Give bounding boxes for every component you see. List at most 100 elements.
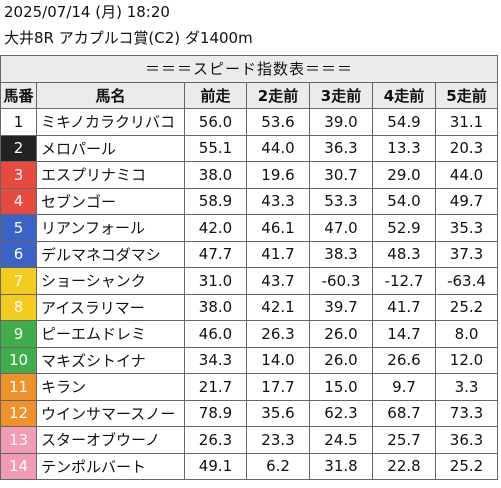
table-row: 4 セブンゴー 58.9 43.3 53.3 54.0 49.7 bbox=[0, 187, 498, 215]
horse-name: テンポルバート bbox=[36, 452, 185, 480]
speed-value: -12.7 bbox=[372, 267, 436, 295]
speed-value: 36.3 bbox=[435, 426, 498, 454]
speed-value: 46.0 bbox=[184, 320, 247, 348]
horse-name: マキズシトイナ bbox=[36, 346, 185, 374]
horse-number: 1 bbox=[0, 108, 37, 136]
speed-value: 12.0 bbox=[435, 346, 498, 374]
speed-value: 15.0 bbox=[309, 373, 373, 401]
speed-value: 43.7 bbox=[246, 267, 310, 295]
speed-value: 35.3 bbox=[435, 214, 498, 242]
horse-name: ミキノカラクリバコ bbox=[36, 108, 185, 136]
horse-number: 10 bbox=[0, 346, 37, 374]
horse-number: 3 bbox=[0, 161, 37, 189]
speed-value: 19.6 bbox=[246, 161, 310, 189]
table-row: 7 ショーシャンク 31.0 43.7 -60.3 -12.7 -63.4 bbox=[0, 267, 498, 295]
table-row: 8 アイスラリマー 38.0 42.1 39.7 41.7 25.2 bbox=[0, 293, 498, 321]
horse-name: メロパール bbox=[36, 134, 185, 162]
speed-value: 78.9 bbox=[184, 399, 247, 427]
horse-name: アイスラリマー bbox=[36, 293, 185, 321]
speed-value: 6.2 bbox=[246, 452, 310, 480]
speed-value: 41.7 bbox=[246, 240, 310, 268]
speed-value: -60.3 bbox=[309, 267, 373, 295]
speed-value: 26.3 bbox=[246, 320, 310, 348]
col-header-5th: 5走前 bbox=[435, 81, 498, 109]
speed-value: 42.1 bbox=[246, 293, 310, 321]
speed-value: 53.3 bbox=[309, 187, 373, 215]
speed-value: 56.0 bbox=[184, 108, 247, 136]
table-banner: ＝＝＝スピード指数表＝＝＝ bbox=[0, 55, 498, 83]
speed-value: 20.3 bbox=[435, 134, 498, 162]
horse-name: デルマネコダマシ bbox=[36, 240, 185, 268]
speed-value: 48.3 bbox=[372, 240, 436, 268]
col-header-3rd: 3走前 bbox=[309, 81, 373, 109]
speed-value: 54.0 bbox=[372, 187, 436, 215]
horse-name: セブンゴー bbox=[36, 187, 185, 215]
horse-name: ショーシャンク bbox=[36, 267, 185, 295]
speed-value: 22.8 bbox=[372, 452, 436, 480]
table-row: 11 キラン 21.7 17.7 15.0 9.7 3.3 bbox=[0, 373, 498, 401]
horse-number: 12 bbox=[0, 399, 37, 427]
speed-value: 55.1 bbox=[184, 134, 247, 162]
speed-value: 26.6 bbox=[372, 346, 436, 374]
speed-value: 3.3 bbox=[435, 373, 498, 401]
speed-value: 13.3 bbox=[372, 134, 436, 162]
table-row: 5 リアンフォール 42.0 46.1 47.0 52.9 35.3 bbox=[0, 214, 498, 242]
speed-value: 26.0 bbox=[309, 346, 373, 374]
speed-value: 68.7 bbox=[372, 399, 436, 427]
speed-value: 38.0 bbox=[184, 161, 247, 189]
horse-name: ウインサマースノー bbox=[36, 399, 185, 427]
speed-value: 49.7 bbox=[435, 187, 498, 215]
speed-value: 42.0 bbox=[184, 214, 247, 242]
col-header-2nd: 2走前 bbox=[246, 81, 310, 109]
speed-value: 36.3 bbox=[309, 134, 373, 162]
horse-name: キラン bbox=[36, 373, 185, 401]
speed-value: 58.9 bbox=[184, 187, 247, 215]
horse-name: リアンフォール bbox=[36, 214, 185, 242]
race-title: 大井8R アカプルコ賞(C2) ダ1400m bbox=[4, 29, 253, 47]
table-row: 1 ミキノカラクリバコ 56.0 53.6 39.0 54.9 31.1 bbox=[0, 108, 498, 136]
speed-value: 37.3 bbox=[435, 240, 498, 268]
speed-value: 31.0 bbox=[184, 267, 247, 295]
horse-number: 14 bbox=[0, 452, 37, 480]
speed-value: 26.3 bbox=[184, 426, 247, 454]
horse-number: 5 bbox=[0, 214, 37, 242]
speed-value: 8.0 bbox=[435, 320, 498, 348]
speed-value: 17.7 bbox=[246, 373, 310, 401]
speed-value: 46.1 bbox=[246, 214, 310, 242]
speed-value: 41.7 bbox=[372, 293, 436, 321]
speed-value: 23.3 bbox=[246, 426, 310, 454]
banner-row: ＝＝＝スピード指数表＝＝＝ bbox=[0, 55, 498, 83]
speed-value: 38.3 bbox=[309, 240, 373, 268]
horse-number: 13 bbox=[0, 426, 37, 454]
speed-value: 14.7 bbox=[372, 320, 436, 348]
speed-value: 43.3 bbox=[246, 187, 310, 215]
speed-value: 73.3 bbox=[435, 399, 498, 427]
speed-value: 24.5 bbox=[309, 426, 373, 454]
speed-value: 25.2 bbox=[435, 452, 498, 480]
horse-number: 6 bbox=[0, 240, 37, 268]
race-datetime: 2025/07/14 (月) 18:20 bbox=[4, 3, 170, 21]
speed-value: 35.6 bbox=[246, 399, 310, 427]
table-row: 9 ピーエムドレミ 46.0 26.3 26.0 14.7 8.0 bbox=[0, 320, 498, 348]
header-row: 馬番 馬名 前走 2走前 3走前 4走前 5走前 bbox=[0, 81, 498, 109]
speed-value: 44.0 bbox=[435, 161, 498, 189]
speed-value: 31.8 bbox=[309, 452, 373, 480]
horse-number: 9 bbox=[0, 320, 37, 348]
speed-value: 39.7 bbox=[309, 293, 373, 321]
speed-value: 54.9 bbox=[372, 108, 436, 136]
speed-value: 47.0 bbox=[309, 214, 373, 242]
table-row: 14 テンポルバート 49.1 6.2 31.8 22.8 25.2 bbox=[0, 452, 498, 480]
speed-value: 52.9 bbox=[372, 214, 436, 242]
speed-value: 30.7 bbox=[309, 161, 373, 189]
col-header-4th: 4走前 bbox=[372, 81, 436, 109]
table-row: 2 メロパール 55.1 44.0 36.3 13.3 20.3 bbox=[0, 134, 498, 162]
speed-value: 49.1 bbox=[184, 452, 247, 480]
col-header-last: 前走 bbox=[184, 81, 247, 109]
speed-value: 53.6 bbox=[246, 108, 310, 136]
horse-name: スターオブウーノ bbox=[36, 426, 185, 454]
speed-value: 31.1 bbox=[435, 108, 498, 136]
col-header-name: 馬名 bbox=[36, 81, 185, 109]
speed-value: 21.7 bbox=[184, 373, 247, 401]
speed-value: 29.0 bbox=[372, 161, 436, 189]
table-row: 12 ウインサマースノー 78.9 35.6 62.3 68.7 73.3 bbox=[0, 399, 498, 427]
